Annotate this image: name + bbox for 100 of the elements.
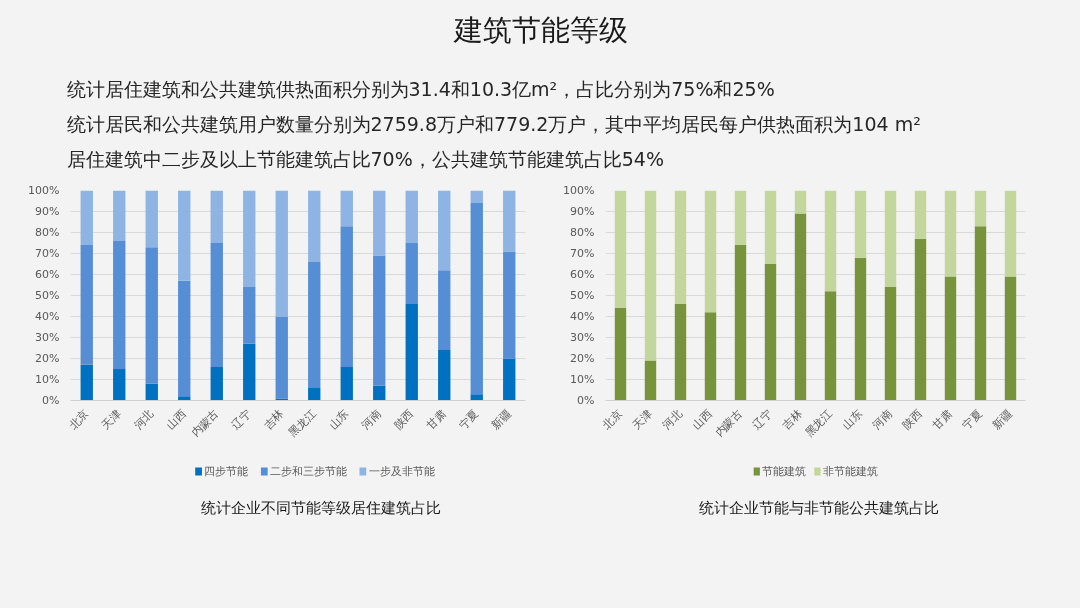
x-tick-label: 甘肃: [930, 406, 956, 432]
bar: [824, 291, 837, 401]
bar: [308, 387, 321, 401]
bar: [373, 255, 386, 386]
bar: [470, 394, 483, 401]
y-tick-label: 10%: [570, 373, 595, 386]
bar: [275, 398, 288, 401]
bar: [210, 243, 223, 367]
x-tick-label: 河北: [660, 406, 686, 432]
x-tick-label: 天津: [630, 406, 656, 432]
y-tick-label: 60%: [570, 268, 595, 281]
x-tick-label: 河南: [359, 406, 384, 432]
bar: [340, 190, 353, 227]
bar: [275, 316, 288, 399]
bar: [914, 190, 927, 239]
bar: [503, 251, 516, 359]
bar: [704, 312, 717, 401]
bar: [764, 190, 777, 264]
y-tick-label: 70%: [35, 247, 60, 260]
bar: [113, 369, 126, 401]
bar: [340, 366, 353, 401]
legend-label: 四步节能: [204, 465, 249, 478]
bar: [1004, 276, 1017, 401]
bar: [884, 190, 897, 288]
bar: [438, 350, 451, 401]
bar: [794, 190, 807, 214]
text: 建筑节能等级: [452, 12, 628, 47]
x-tick-label: 山东: [326, 406, 352, 432]
bar: [884, 287, 897, 401]
bar: [113, 240, 126, 369]
x-tick-label: 内蒙古: [188, 406, 222, 440]
y-tick-label: 70%: [570, 247, 595, 260]
bar: [944, 276, 957, 401]
bar: [674, 303, 687, 401]
bar: [644, 190, 657, 361]
bar: [145, 383, 158, 401]
legend-label: 二步和三步节能: [270, 465, 348, 478]
bar: [734, 190, 747, 246]
bar: [974, 226, 987, 401]
bar: [340, 226, 353, 367]
bar: [80, 364, 93, 401]
bar: [405, 303, 418, 401]
x-tick-label: 山西: [164, 406, 189, 432]
bar: [178, 280, 191, 397]
legend-label: 节能建筑: [762, 465, 807, 478]
x-tick-label: 陕西: [900, 406, 926, 432]
bar: [113, 190, 126, 241]
x-tick-label: 河南: [870, 406, 896, 432]
x-tick-label: 天津: [99, 406, 124, 432]
bar: [1004, 190, 1017, 277]
bar: [438, 270, 451, 351]
y-tick-label: 0%: [577, 394, 595, 407]
bar: [243, 343, 256, 401]
bar: [405, 243, 418, 304]
bar: [178, 190, 191, 281]
y-tick-label: 30%: [570, 331, 595, 344]
y-tick-label: 40%: [35, 310, 60, 323]
bar: [308, 261, 321, 388]
y-tick-label: 30%: [35, 331, 60, 344]
text: 统计企业节能与非节能公共建筑占比: [699, 498, 940, 517]
text: 统计企业不同节能等级居住建筑占比: [201, 498, 442, 517]
x-tick-label: 黑龙江: [286, 406, 319, 440]
y-tick-label: 80%: [570, 226, 595, 239]
bar: [614, 308, 627, 401]
bar: [503, 190, 516, 252]
y-tick-label: 10%: [35, 373, 60, 386]
bar: [470, 203, 483, 395]
y-tick-label: 0%: [42, 394, 60, 407]
bar: [373, 385, 386, 401]
bar: [704, 190, 717, 313]
bar: [405, 190, 418, 243]
bar: [243, 190, 256, 288]
y-tick-label: 90%: [35, 205, 60, 218]
bar: [674, 190, 687, 304]
bar: [210, 366, 223, 401]
x-tick-label: 吉林: [261, 406, 287, 432]
bar: [794, 213, 807, 401]
y-tick-label: 20%: [35, 352, 60, 365]
bar: [503, 358, 516, 401]
bar: [854, 257, 867, 401]
bar: [210, 190, 223, 243]
bar: [854, 190, 867, 258]
y-tick-label: 90%: [570, 205, 595, 218]
bar: [373, 190, 386, 256]
y-tick-label: 100%: [563, 184, 595, 197]
x-tick-label: 北京: [66, 406, 92, 432]
y-tick-label: 50%: [35, 289, 60, 302]
bar: [764, 264, 777, 401]
y-tick-label: 80%: [35, 226, 60, 239]
bar: [914, 238, 927, 401]
bar: [644, 360, 657, 401]
x-tick-label: 辽宁: [750, 406, 776, 432]
bar: [145, 190, 158, 248]
x-tick-label: 新疆: [990, 406, 1016, 432]
x-tick-label: 宁夏: [456, 406, 482, 432]
y-tick-label: 100%: [28, 184, 60, 197]
text: 统计居民和公共建筑用户数量分别为2759.8万户和779.2万户，其中平均居民每户供热面积为104 m²: [66, 112, 921, 135]
bar: [944, 190, 957, 277]
bar: [734, 245, 747, 401]
y-tick-label: 50%: [570, 289, 595, 302]
